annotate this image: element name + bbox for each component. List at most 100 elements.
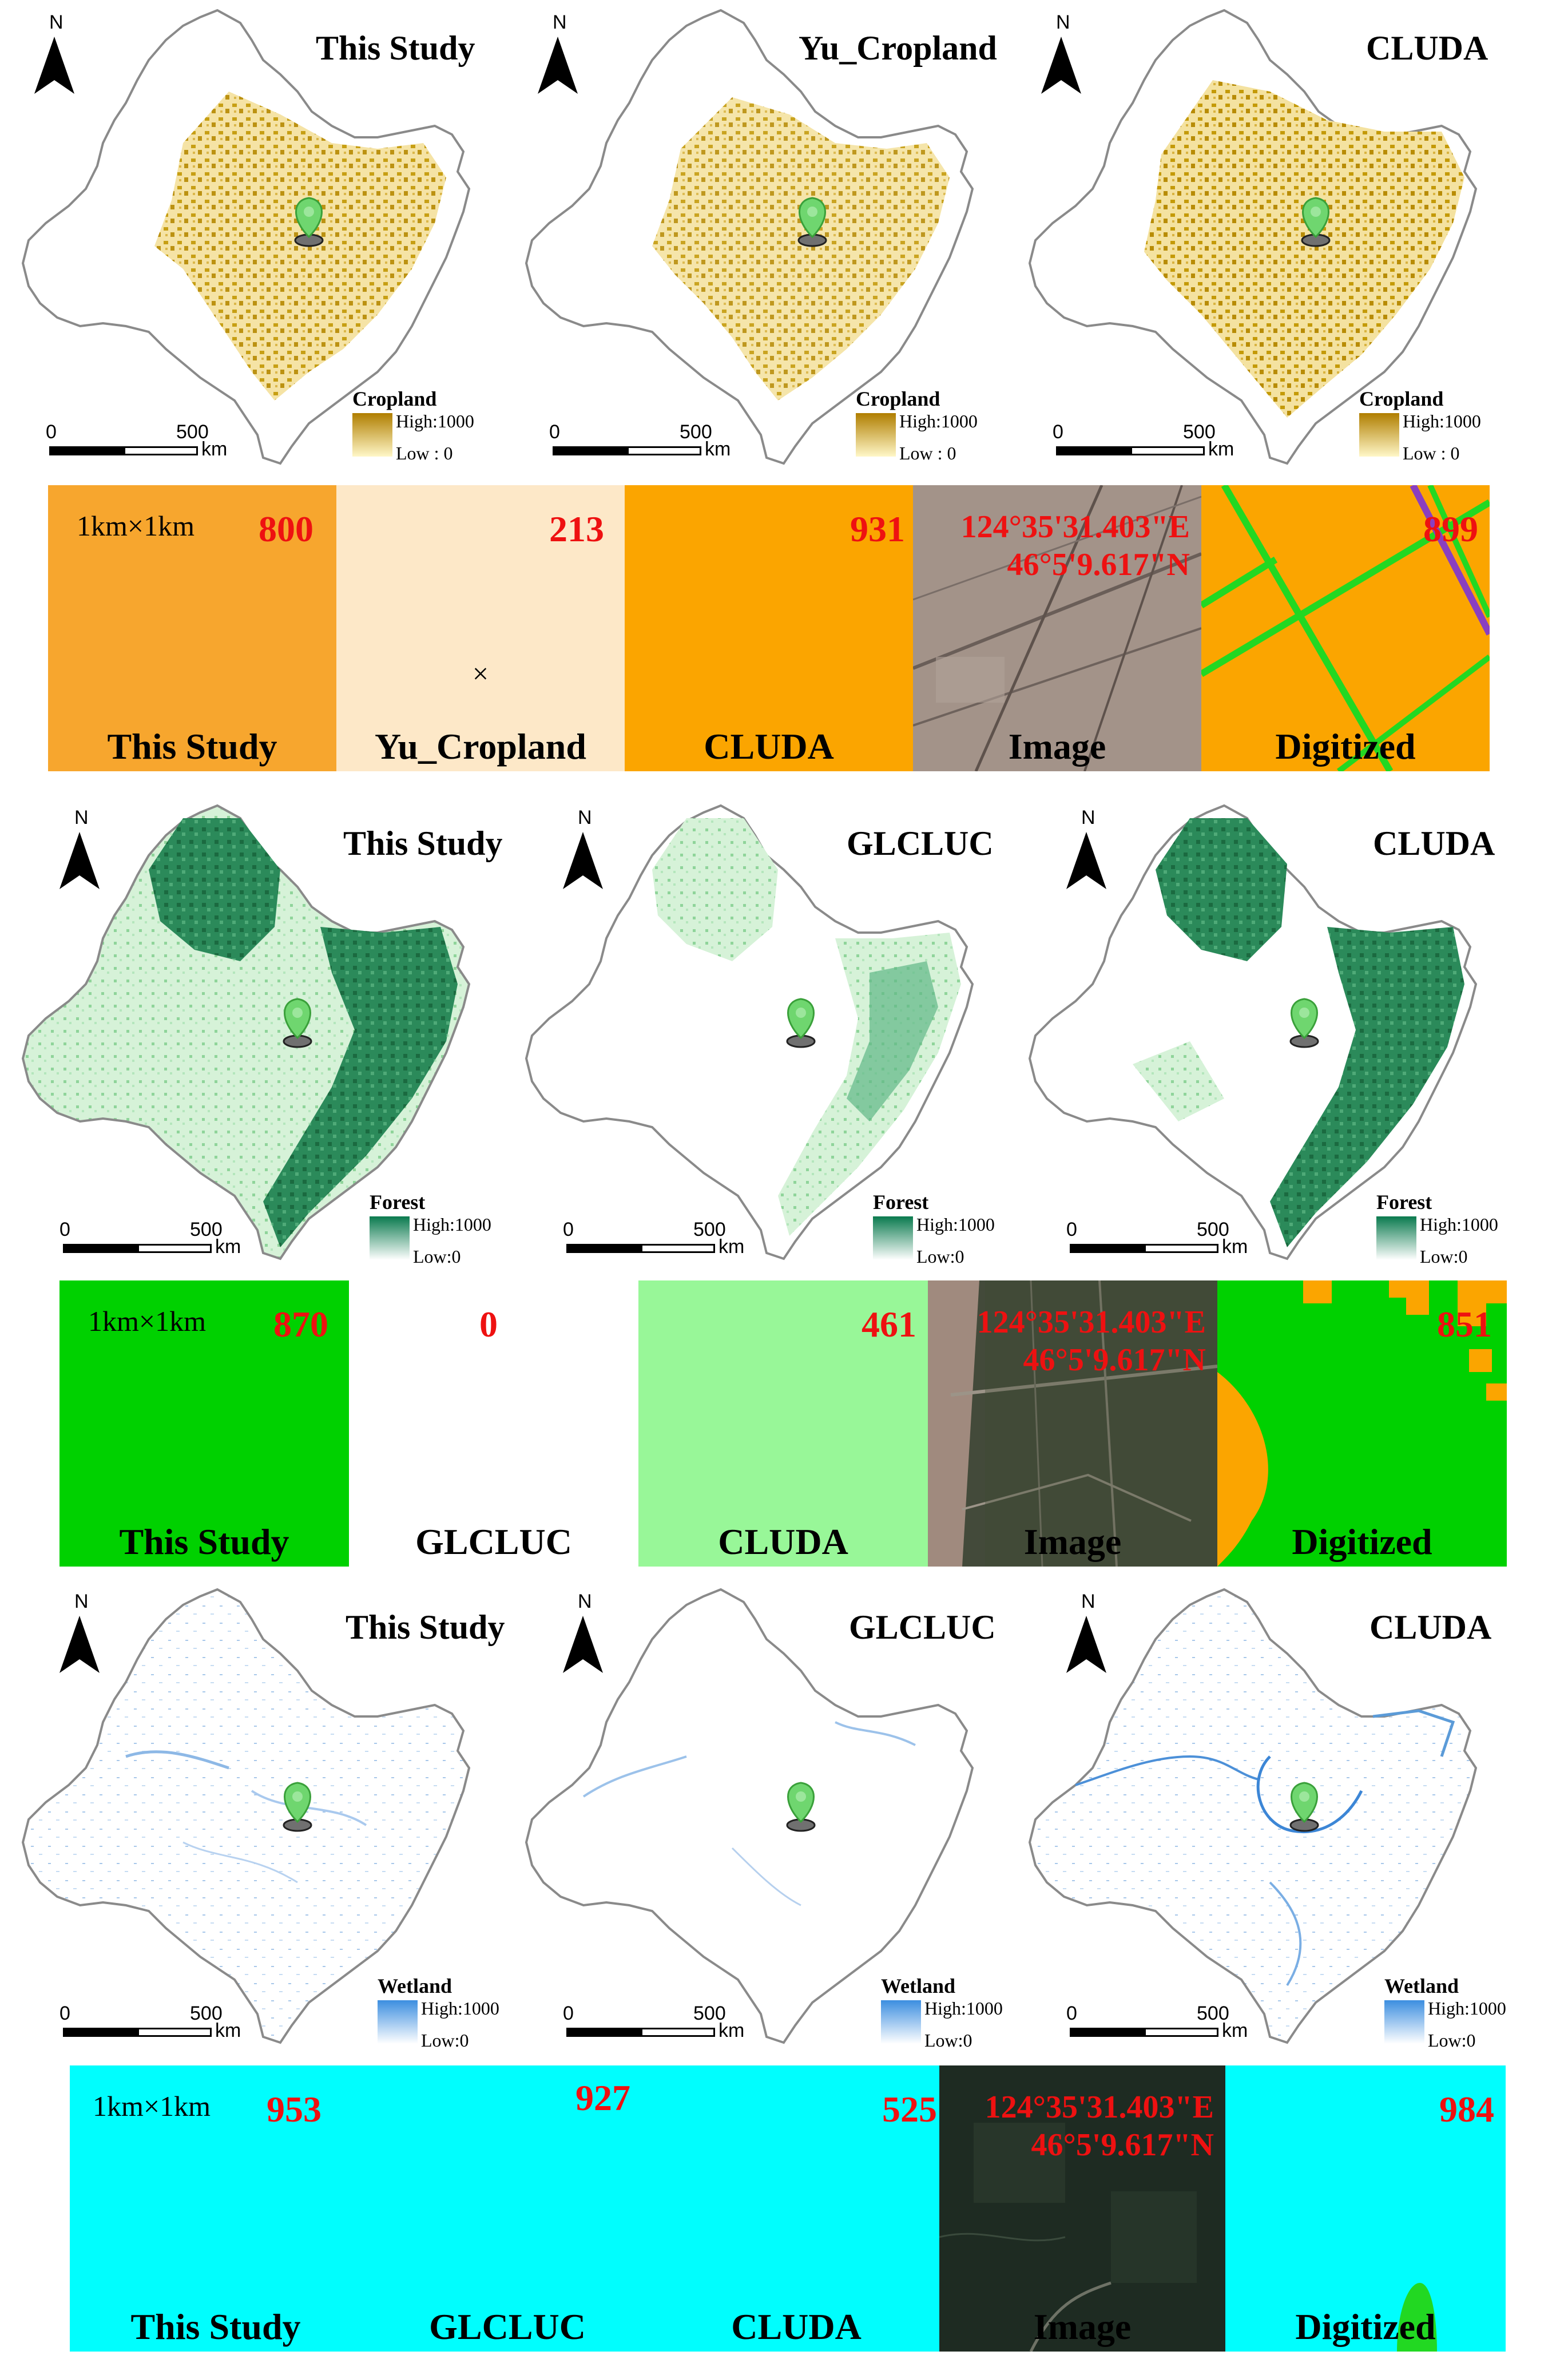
scale-bar: 0 500 km: [549, 421, 731, 460]
digitized-map: [1225, 2065, 1506, 2352]
tile-label: GLCLUC: [415, 1521, 572, 1562]
tile-label: Image: [1008, 726, 1106, 767]
legend: Cropland High:1000 Low : 0: [1359, 387, 1481, 463]
legend: Cropland High:1000 Low : 0: [856, 387, 978, 463]
tile-this-study: 1km×1km 953 This Study: [70, 2065, 362, 2352]
legend: Forest High:1000 Low:0: [370, 1191, 491, 1267]
map-title: GLCLUC: [849, 1608, 996, 1646]
tile-digitized: 984 Digitized: [1225, 2065, 1506, 2352]
map-title: CLUDA: [1366, 29, 1488, 67]
tile-image: 124°35'31.403"E 46°5'9.617"N Image: [913, 485, 1201, 771]
tile-label: Digitized: [1295, 2306, 1436, 2347]
tile-label: GLCLUC: [429, 2306, 586, 2347]
map-title: CLUDA: [1373, 824, 1495, 862]
wetland-tile-row: 1km×1km 953 This Study 927 GLCLUC 525 CL…: [70, 2065, 1506, 2352]
north-arrow-icon: N: [563, 807, 609, 893]
digitized-map: [1201, 485, 1490, 771]
map-title: Yu_Cropland: [799, 29, 997, 67]
scale-bar: 0 500 km: [1066, 1219, 1248, 1258]
tile-image: 124°35'31.403"E 46°5'9.617"N Image: [939, 2065, 1225, 2352]
north-arrow-icon: N: [563, 1591, 609, 1676]
north-arrow-icon: N: [34, 11, 80, 97]
tile-size-label: 1km×1km: [93, 2090, 211, 2122]
scale-bar: 0 500 km: [563, 1219, 745, 1258]
forest-map-area: [22, 804, 470, 1260]
forest-map-this-study: N This Study 0 500 km Forest High:1000 L…: [0, 795, 503, 1287]
cropland-map-row: N This Study 0 500 km Cropland High:1000…: [0, 0, 1568, 492]
north-arrow-icon: N: [538, 11, 583, 97]
tile-label: Image: [1033, 2306, 1132, 2347]
tile-value: 525: [882, 2089, 937, 2130]
forest-map-area: [525, 804, 974, 1260]
tile-value: 899: [1423, 509, 1478, 549]
legend: Wetland High:1000 Low:0: [881, 1974, 1003, 2051]
scale-bar: 0 500 km: [59, 2003, 241, 2041]
map-title: This Study: [316, 29, 475, 67]
wetland-map-cluda: N CLUDA 0 500 km Wetland High:1000 Low:0: [1007, 1579, 1510, 2071]
forest-map-cluda: N CLUDA 0 500 km Forest High:1000 Low:0: [1007, 795, 1510, 1287]
coordinate-label: 124°35'31.403"E 46°5'9.617"N: [960, 509, 1190, 582]
scale-bar: 0 500 km: [1053, 421, 1234, 460]
north-arrow-icon: N: [1066, 807, 1112, 893]
map-title: This Study: [343, 824, 503, 862]
forest-map-row: N This Study 0 500 km Forest High:1000 L…: [0, 795, 1568, 1287]
tile-value: 931: [850, 509, 905, 549]
location-pin-icon: [797, 197, 827, 247]
tile-digitized: 851 Digitized: [1217, 1280, 1507, 1567]
scale-bar: 0 500 km: [563, 2003, 745, 2041]
tile-size-label: 1km×1km: [88, 1305, 206, 1337]
forest-map-area: [1029, 804, 1477, 1260]
legend: Wetland High:1000 Low:0: [378, 1974, 499, 2051]
tile-this-study: 1km×1km 870 This Study: [59, 1280, 349, 1567]
cropland-map-cluda: N CLUDA 0 500 km Cropland High:1000 Low …: [1007, 0, 1510, 492]
wetland-map-glcluc: N GLCLUC 0 500 km Wetland High:1000 Low:…: [503, 1579, 1007, 2071]
tile-label: Digitized: [1292, 1521, 1432, 1562]
location-pin-icon: [786, 1782, 816, 1832]
coordinate-label: 124°35'31.403"E 46°5'9.617"N: [976, 1305, 1206, 1378]
legend: Forest High:1000 Low:0: [873, 1191, 995, 1267]
tile-value: 0: [479, 1304, 498, 1345]
satellite-image: [928, 1280, 1217, 1567]
north-arrow-icon: N: [59, 807, 105, 893]
north-arrow-icon: N: [59, 1591, 105, 1676]
tile-cluda: 525 CLUDA: [653, 2065, 939, 2352]
map-title: This Study: [346, 1608, 505, 1646]
tile-label: CLUDA: [731, 2306, 862, 2347]
location-pin-icon: [294, 197, 324, 247]
location-pin-icon: [283, 998, 312, 1048]
location-pin-icon: [283, 1782, 312, 1832]
tile-label: This Study: [130, 2306, 301, 2347]
tile-label: Yu_Cropland: [375, 726, 586, 767]
tile-glcluc: 927 GLCLUC: [362, 2065, 653, 2352]
satellite-image: [913, 485, 1201, 771]
wetland-map-area: [1029, 1588, 1477, 2044]
location-pin-icon: [1289, 1782, 1319, 1832]
cropland-map-yu-cropland: N Yu_Cropland 0 500 km Cropland High:100…: [503, 0, 1007, 492]
coordinate-label: 124°35'31.403"E 46°5'9.617"N: [985, 2090, 1214, 2163]
digitized-map: [1217, 1280, 1507, 1567]
cross-mark: ×: [472, 657, 489, 689]
tile-value: 984: [1439, 2089, 1494, 2130]
tile-value: 870: [273, 1304, 328, 1345]
satellite-image: [939, 2065, 1225, 2352]
forest-map-glcluc: N GLCLUC 0 500 km Forest High:1000 Low:0: [503, 795, 1007, 1287]
tile-value: 953: [267, 2089, 321, 2130]
tile-label: This Study: [107, 726, 277, 767]
tile-glcluc: 0 GLCLUC: [349, 1280, 638, 1567]
cropland-map-this-study: N This Study 0 500 km Cropland High:1000…: [0, 0, 503, 492]
cropland-tile-row: 1km×1km 800 This Study 213 × Yu_Cropland…: [48, 485, 1490, 771]
tile-label: CLUDA: [718, 1521, 848, 1562]
tile-this-study: 1km×1km 800 This Study: [48, 485, 336, 771]
tile-size-label: 1km×1km: [77, 510, 194, 542]
tile-label: Digitized: [1275, 726, 1416, 767]
legend: Wetland High:1000 Low:0: [1384, 1974, 1506, 2051]
wetland-map-this-study: N This Study 0 500 km Wetland High:1000 …: [0, 1579, 505, 2071]
tile-cluda: 931 CLUDA: [625, 485, 913, 771]
legend: Cropland High:1000 Low : 0: [352, 387, 474, 463]
location-pin-icon: [1289, 998, 1319, 1048]
wetland-map-area: [525, 1588, 974, 2044]
north-arrow-icon: N: [1066, 1591, 1112, 1676]
wetland-map-area: [22, 1588, 470, 2044]
scale-bar: 0 500 km: [46, 421, 228, 460]
cropland-map-area: [22, 9, 470, 465]
